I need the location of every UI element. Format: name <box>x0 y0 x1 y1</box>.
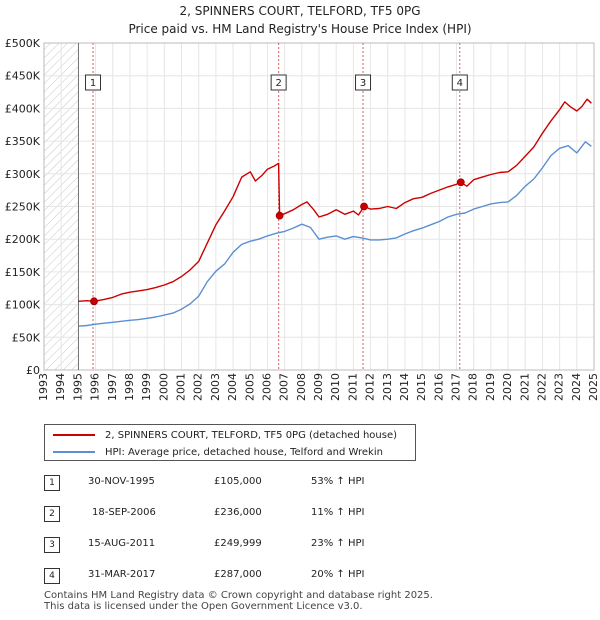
x-tick-label: 2010 <box>329 373 342 401</box>
x-tick-label: 2011 <box>346 373 359 401</box>
x-tick-label: 2012 <box>364 373 377 401</box>
sale-price: £236,000 <box>214 507 262 518</box>
y-tick-label: £300K <box>5 168 41 181</box>
legend: 2, SPINNERS COURT, TELFORD, TF5 0PG (det… <box>44 424 416 461</box>
y-tick-label: £500K <box>5 37 41 50</box>
chart-subtitle: Price paid vs. HM Land Registry's House … <box>128 22 472 36</box>
property-series-line <box>78 98 592 302</box>
footer-licence: This data is licensed under the Open Gov… <box>44 601 363 612</box>
price-chart: £0 £50K £100K £150K £200K £250K £300K £350K £400… <box>5 37 600 401</box>
sale-point <box>360 202 368 211</box>
plot-frame <box>43 42 595 371</box>
x-tick-label: 2001 <box>175 373 188 401</box>
legend-label-hpi: HPI: Average price, detached house, Telf… <box>105 446 383 458</box>
x-tick-label: 2021 <box>518 373 531 401</box>
sale-date: 30-NOV-1995 <box>88 476 155 487</box>
sale-number-badge: 3 <box>44 537 60 553</box>
x-tick-label: 2003 <box>209 373 222 401</box>
y-tick-label: £350K <box>5 135 41 148</box>
y-tick-label: £400K <box>5 102 41 115</box>
y-tick-label: £450K <box>5 70 41 83</box>
sale-marker-box <box>355 74 372 91</box>
x-tick-label: 2022 <box>535 373 548 401</box>
x-tick-label: 2017 <box>450 373 463 401</box>
sale-marker-label: 3 <box>360 78 366 89</box>
x-tick-label: 1997 <box>106 373 119 401</box>
x-tick-label: 2016 <box>432 373 445 401</box>
sale-date: 15-AUG-2011 <box>88 538 156 549</box>
sale-marker-box <box>451 74 468 91</box>
y-tick-label: £150K <box>5 266 41 279</box>
sale-number-badge: 4 <box>44 568 60 584</box>
legend-swatch-property <box>53 434 95 436</box>
sale-point <box>275 211 284 220</box>
x-tick-label: 2008 <box>295 373 308 401</box>
x-tick-label: 2014 <box>398 373 411 401</box>
x-tick-label: 1995 <box>71 373 84 401</box>
sale-hpi-change: 23% ↑ HPI <box>311 538 365 549</box>
x-tick-label: 2019 <box>484 373 497 401</box>
sale-number-badge: 2 <box>44 506 60 522</box>
sale-date: 31-MAR-2017 <box>88 569 156 580</box>
x-tick-label: 2020 <box>501 373 514 401</box>
y-tick-label: £200K <box>5 233 41 246</box>
hpi-series-line <box>78 141 592 327</box>
x-tick-label: 2007 <box>278 373 291 401</box>
chart-title: 2, SPINNERS COURT, TELFORD, TF5 0PG <box>179 4 421 18</box>
x-tick-label: 1999 <box>140 373 153 401</box>
sale-number-badge: 1 <box>44 475 60 491</box>
x-tick-label: 1996 <box>89 373 102 401</box>
sale-marker-box <box>270 74 287 91</box>
sale-hpi-change: 53% ↑ HPI <box>311 476 365 487</box>
legend-item-property: 2, SPINNERS COURT, TELFORD, TF5 0PG (det… <box>53 427 397 443</box>
y-tick-label: £100K <box>5 299 41 312</box>
x-tick-label: 2013 <box>381 373 394 401</box>
x-tick-label: 2000 <box>157 373 170 401</box>
legend-item-hpi: HPI: Average price, detached house, Telf… <box>53 444 383 460</box>
sale-point <box>456 178 465 187</box>
footer-copyright: Contains HM Land Registry data © Crown c… <box>44 590 433 601</box>
sale-price: £249,999 <box>214 538 262 549</box>
y-tick-label: £0 <box>26 364 40 377</box>
x-tick-label: 2009 <box>312 373 325 401</box>
x-tick-label: 1998 <box>123 373 136 401</box>
sale-point <box>90 297 98 306</box>
sale-price: £287,000 <box>214 569 262 580</box>
x-tick-label: 2005 <box>243 373 256 401</box>
sale-date: 18-SEP-2006 <box>92 507 156 518</box>
x-tick-label: 2025 <box>587 373 600 401</box>
x-tick-label: 1994 <box>54 373 67 401</box>
sale-hpi-change: 11% ↑ HPI <box>311 507 365 518</box>
x-tick-label: 2015 <box>415 373 428 401</box>
x-tick-label: 2024 <box>570 373 583 401</box>
sale-marker-label: 2 <box>275 78 281 89</box>
sale-marker-box <box>85 74 102 91</box>
x-tick-label: 2023 <box>553 373 566 401</box>
legend-label-property: 2, SPINNERS COURT, TELFORD, TF5 0PG (det… <box>105 429 398 441</box>
legend-swatch-hpi <box>53 451 95 453</box>
sale-marker-label: 4 <box>457 78 463 89</box>
y-tick-label: £250K <box>5 201 41 214</box>
y-tick-label: £50K <box>12 331 41 344</box>
sale-hpi-change: 20% ↑ HPI <box>311 569 365 580</box>
x-tick-label: 2004 <box>226 373 239 401</box>
x-tick-label: 2018 <box>467 373 480 401</box>
sale-price: £105,000 <box>214 476 262 487</box>
x-tick-label: 2006 <box>260 373 273 401</box>
sale-marker-label: 1 <box>90 78 96 89</box>
x-tick-label: 2002 <box>192 373 205 401</box>
x-tick-label: 1993 <box>37 373 50 401</box>
